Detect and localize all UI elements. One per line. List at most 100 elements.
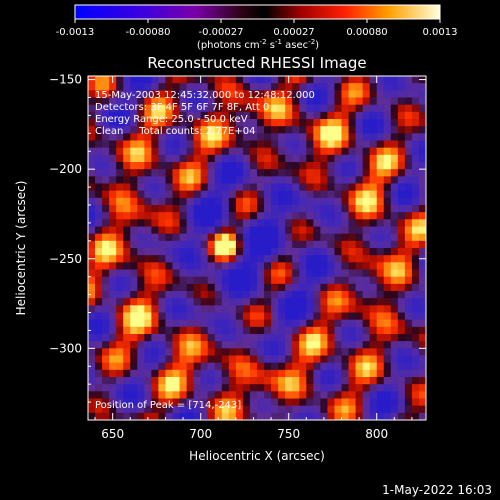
heatmap-cell [397,233,406,242]
heatmap-cell [123,169,131,177]
heatmap-cell [158,298,167,306]
heatmap-cell [116,233,124,242]
heatmap-cell [418,104,426,113]
heatmap-cell [242,97,251,106]
heatmap-cell [200,126,209,134]
heatmap-cell [228,190,237,199]
heatmap-cell [348,276,357,285]
heatmap-cell [313,97,321,106]
heatmap-cell [123,384,131,392]
heatmap-cell [362,190,371,199]
heatmap-cell [88,147,96,156]
heatmap-cell [306,298,314,306]
heatmap-cell [411,412,420,420]
heatmap-cell [320,197,329,206]
heatmap-cell [242,226,251,235]
heatmap-cell [179,169,188,177]
heatmap-cell [95,169,103,177]
heatmap-cell [362,212,371,220]
heatmap-cell [411,240,420,249]
heatmap-cell [228,119,237,127]
heatmap-cell [306,334,314,342]
heatmap-cell [151,391,160,400]
heatmap-cell [242,205,251,213]
heatmap-cell [172,319,181,328]
heatmap-cell [130,355,138,364]
heatmap-cell [418,355,426,364]
heatmap-cell [369,412,378,420]
heatmap-cell [271,348,279,357]
heatmap-cell [341,341,350,349]
heatmap-cell [278,262,286,271]
heatmap-cell [95,76,103,84]
heatmap-cell [151,312,160,321]
heatmap-cell [200,190,209,199]
heatmap-cell [228,377,237,385]
heatmap-cell [418,147,426,156]
heatmap-cell [123,104,131,113]
heatmap-cell [88,240,96,249]
heatmap-cell [109,377,117,385]
heatmap-cell [320,341,329,349]
heatmap-cell [151,183,160,192]
heatmap-cell [278,219,286,228]
heatmap-cell [285,312,293,321]
heatmap-cell [95,104,103,113]
heatmap-cell [257,147,265,156]
heatmap-cell [355,233,364,242]
heatmap-cell [418,97,426,106]
heatmap-cell [137,319,145,328]
heatmap-cell [165,190,174,199]
heatmap-cell [249,326,258,335]
heatmap-cell [257,355,265,364]
heatmap-cell [116,298,124,306]
heatmap-cell [116,262,124,271]
heatmap-cell [306,276,314,285]
heatmap-cell [348,90,357,99]
heatmap-cell [313,262,321,271]
heatmap-cell [137,197,145,206]
heatmap-cell [292,197,300,206]
heatmap-cell [292,133,300,142]
heatmap-cell [418,398,426,407]
heatmap-cell [327,384,336,392]
heatmap-cell [165,90,174,99]
colorbar-tick-label: -0.00027 [199,27,244,38]
heatmap-cell [320,298,329,306]
heatmap-cell [179,377,188,385]
heatmap-cell [130,154,138,163]
heatmap-cell [348,348,357,357]
heatmap-cell [200,76,209,84]
heatmap-cell [179,369,188,378]
heatmap-cell [102,384,110,392]
heatmap-cell [264,154,272,163]
heatmap-cell [418,190,426,199]
heatmap-cell [158,255,167,263]
heatmap-cell [151,226,160,235]
heatmap-cell [95,334,103,342]
heatmap-cell [88,183,96,192]
heatmap-cell [369,391,378,400]
heatmap-cell [158,355,167,364]
heatmap-cell [369,305,378,314]
heatmap-cell [137,255,145,263]
heatmap-cell [257,154,265,163]
heatmap-cell [165,298,174,306]
heatmap-cell [418,212,426,220]
heatmap-cell [207,369,216,378]
heatmap-cell [102,348,110,357]
heatmap-cell [404,183,413,192]
heatmap-cell [193,176,202,185]
heatmap-cell [320,405,329,414]
heatmap-cell [285,140,293,149]
heatmap-cell [418,319,426,328]
heatmap-cell [186,305,195,314]
heatmap-cell [390,298,399,306]
colorbar [74,4,441,20]
heatmap-cell [116,326,124,335]
heatmap-cell [221,405,230,414]
heatmap-cell [320,133,329,142]
heatmap-cell [102,262,110,271]
heatmap-cell [172,305,181,314]
heatmap-cell [285,90,293,99]
